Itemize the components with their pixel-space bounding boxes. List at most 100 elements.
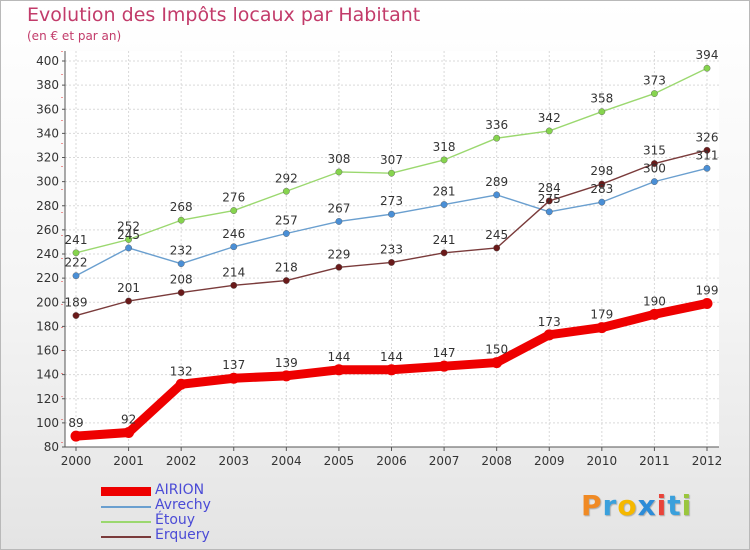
data-label: 208: [170, 273, 193, 287]
chart-title: Evolution des Impôts locaux par Habitant: [27, 4, 421, 26]
data-point: [545, 197, 553, 205]
y-tick-label: 120: [36, 392, 59, 406]
data-point: [493, 244, 501, 252]
data-point: [72, 272, 80, 280]
y-tick-label: 80: [44, 440, 59, 454]
data-point: [440, 156, 448, 164]
x-tick-label: 2010: [587, 454, 618, 468]
data-label: 281: [433, 185, 456, 199]
data-point: [72, 249, 80, 257]
data-label: 245: [117, 228, 140, 242]
y-tick-label: 160: [36, 344, 59, 358]
y-tick-label: 280: [36, 199, 59, 213]
chart-subtitle: (en € et par an): [27, 29, 122, 43]
proxiti-logo: Proxiti: [581, 489, 692, 522]
data-point: [438, 360, 450, 372]
data-point: [230, 281, 238, 289]
x-tick-label: 2000: [61, 454, 92, 468]
data-point: [125, 244, 132, 252]
data-point: [125, 297, 132, 305]
data-point: [598, 180, 606, 188]
x-tick-label: 2005: [324, 454, 355, 468]
data-label: 218: [275, 261, 298, 275]
data-point: [335, 218, 343, 225]
data-point: [598, 198, 606, 206]
data-point: [282, 230, 290, 237]
data-label: 241: [433, 233, 456, 247]
data-label: 284: [538, 181, 561, 195]
data-point: [440, 201, 448, 208]
data-point: [72, 312, 80, 319]
data-label: 233: [380, 242, 403, 256]
y-tick-label: 220: [36, 271, 59, 285]
data-point: [703, 164, 711, 172]
logo-letter: o: [617, 489, 638, 522]
data-point: [388, 210, 395, 218]
data-point: [493, 191, 501, 199]
data-label: 150: [485, 343, 508, 357]
data-label: 336: [485, 118, 508, 132]
data-label: 315: [643, 144, 666, 158]
data-point: [177, 216, 185, 224]
data-point: [386, 364, 397, 376]
data-point: [388, 169, 395, 177]
y-tick-label: 140: [36, 368, 59, 382]
legend-swatch: [101, 535, 151, 538]
data-label: 222: [65, 256, 88, 270]
data-label: 139: [275, 356, 298, 370]
data-label: 201: [117, 281, 140, 295]
data-label: 137: [222, 358, 245, 372]
x-tick-label: 2009: [534, 454, 565, 468]
data-point: [333, 364, 345, 376]
data-point: [125, 236, 132, 243]
data-label: 252: [117, 220, 140, 234]
data-label: 92: [121, 413, 136, 427]
data-point: [651, 160, 658, 167]
data-point: [440, 249, 448, 257]
data-label: 326: [696, 130, 719, 144]
data-label: 257: [275, 213, 298, 227]
y-tick-label: 180: [36, 319, 59, 333]
data-label: 342: [538, 111, 561, 125]
y-tick-label: 340: [36, 126, 59, 140]
logo-letter: P: [581, 489, 603, 522]
data-label: 189: [65, 296, 88, 310]
data-point: [123, 427, 135, 439]
x-tick-label: 2002: [166, 454, 197, 468]
data-point: [335, 168, 343, 176]
y-tick-label: 360: [36, 102, 59, 116]
y-tick-label: 400: [36, 54, 59, 68]
y-tick-label: 320: [36, 151, 59, 165]
data-point: [651, 90, 658, 97]
y-tick-label: 100: [36, 416, 59, 430]
logo-letter: i: [656, 489, 668, 522]
logo-letter: r: [602, 489, 618, 522]
data-label: 173: [538, 315, 561, 329]
data-label: 300: [643, 162, 666, 176]
data-label: 229: [327, 247, 350, 261]
data-label: 275: [538, 192, 561, 206]
data-label: 307: [380, 153, 403, 167]
data-label: 241: [65, 233, 88, 247]
data-label: 298: [590, 164, 613, 178]
data-point: [335, 263, 343, 271]
data-point: [598, 108, 606, 116]
data-point: [282, 187, 290, 195]
x-tick-label: 2008: [481, 454, 512, 468]
data-label: 273: [380, 194, 403, 208]
x-tick-label: 2012: [692, 454, 723, 468]
data-point: [177, 260, 185, 268]
data-point: [493, 134, 501, 142]
legend-label: Étouy: [155, 512, 196, 528]
data-label: 318: [433, 140, 456, 154]
data-point: [230, 207, 238, 214]
data-label: 246: [222, 227, 245, 241]
y-tick-label: 200: [36, 295, 59, 309]
data-label: 292: [275, 171, 298, 185]
data-label: 214: [222, 265, 245, 279]
data-label: 147: [433, 346, 456, 360]
data-point: [230, 243, 238, 251]
data-label: 132: [170, 364, 193, 378]
data-label: 373: [643, 74, 666, 88]
